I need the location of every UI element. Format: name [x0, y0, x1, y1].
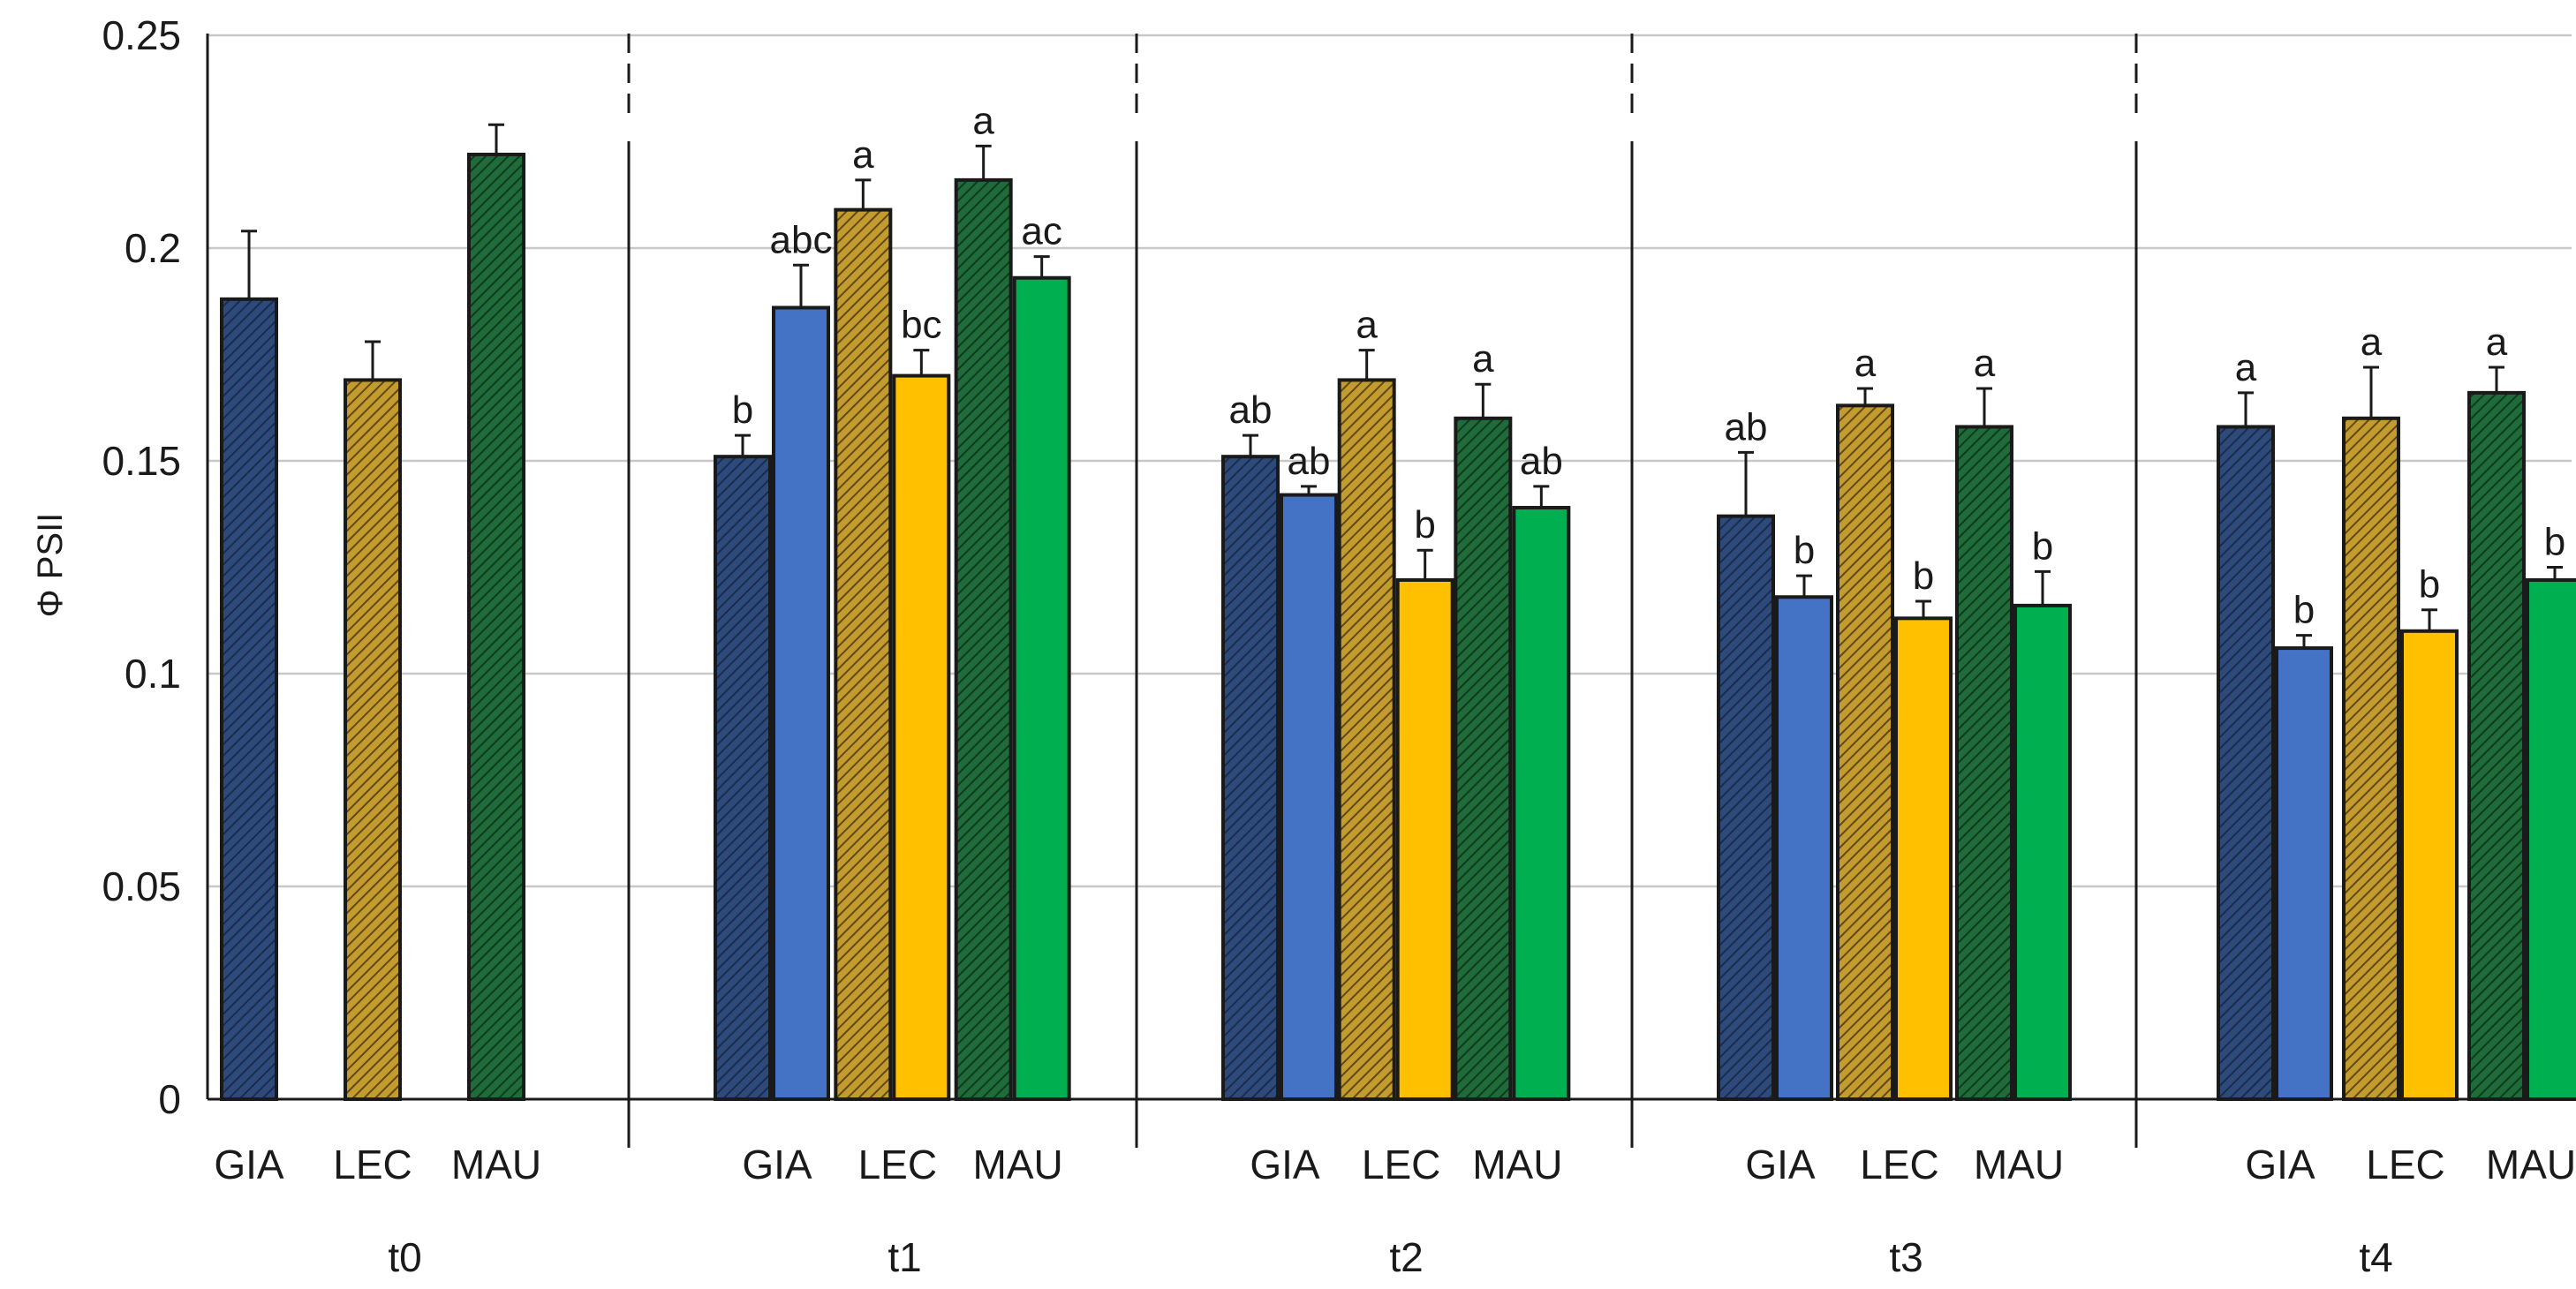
- bar-lec-solid: [892, 373, 951, 1102]
- bar-mau-hatched: [1955, 425, 2013, 1101]
- significance-label: ab: [1288, 440, 1331, 483]
- significance-label: b: [1913, 554, 1934, 598]
- bar-mau-solid: [1512, 506, 1571, 1101]
- bar-lec-solid: [1395, 577, 1454, 1101]
- significance-label: a: [2235, 346, 2257, 389]
- significance-label: ab: [1520, 440, 1563, 483]
- significance-label: a: [1974, 342, 1996, 385]
- bar-gia-hatched: [2217, 425, 2275, 1101]
- category-label: GIA: [214, 1142, 284, 1187]
- category-label: MAU: [451, 1142, 541, 1187]
- category-label: GIA: [1250, 1142, 1320, 1187]
- bar-lec-hatched: [2342, 416, 2400, 1101]
- category-label: LEC: [333, 1142, 412, 1187]
- significance-label: b: [2419, 563, 2440, 607]
- significance-label: b: [1414, 503, 1435, 547]
- category-label: LEC: [858, 1142, 937, 1187]
- bar-mau-solid: [2526, 577, 2576, 1101]
- bar-mau-hatched: [467, 152, 525, 1102]
- y-tick-label: 0.25: [102, 12, 181, 58]
- bar-mau-hatched: [954, 177, 1013, 1101]
- y-tick-label: 0.05: [102, 863, 181, 909]
- bar-lec-solid: [2400, 629, 2459, 1101]
- category-label: MAU: [2486, 1142, 2576, 1187]
- bar-mau-hatched: [2467, 390, 2526, 1101]
- group-label: t2: [1389, 1234, 1423, 1280]
- significance-label: a: [2486, 320, 2508, 364]
- significance-label: b: [2544, 521, 2565, 564]
- bar-gia-hatched: [220, 297, 278, 1101]
- significance-label: b: [1794, 529, 1815, 572]
- bar-gia-hatched: [1717, 514, 1775, 1101]
- significance-label: b: [2032, 524, 2053, 568]
- y-tick-label: 0.2: [125, 225, 181, 271]
- bar-lec-hatched: [1337, 378, 1396, 1102]
- group-label: t1: [888, 1234, 921, 1280]
- category-label: GIA: [742, 1142, 812, 1187]
- axes: [206, 34, 2572, 1101]
- significance-label: a: [972, 99, 994, 142]
- significance-label: b: [732, 388, 753, 432]
- bar-gia-hatched: [714, 455, 772, 1101]
- significance-label: bc: [901, 304, 941, 347]
- bar-gia-solid: [1280, 493, 1338, 1101]
- bar-mau-solid: [1012, 275, 1071, 1101]
- significance-label: a: [1472, 337, 1494, 381]
- significance-label: b: [2293, 589, 2315, 632]
- significance-label: a: [1356, 304, 1378, 347]
- bar-lec-hatched: [834, 207, 893, 1101]
- bar-lec-hatched: [344, 378, 402, 1102]
- bar-gia-hatched: [1221, 455, 1280, 1101]
- significance-label: ac: [1021, 210, 1061, 253]
- group-label: t3: [1889, 1234, 1923, 1280]
- bar-mau-hatched: [1454, 416, 1513, 1101]
- bar-lec-hatched: [1836, 403, 1894, 1101]
- y-tick-label: 0.1: [125, 651, 181, 697]
- significance-label: a: [2361, 320, 2383, 364]
- y-tick-label: 0: [158, 1076, 181, 1122]
- y-tick-label: 0.15: [102, 438, 181, 484]
- significance-label: a: [1855, 342, 1877, 385]
- category-label: LEC: [2366, 1142, 2444, 1187]
- significance-label: ab: [1725, 405, 1768, 449]
- category-label: MAU: [1974, 1142, 2064, 1187]
- category-label: GIA: [2245, 1142, 2315, 1187]
- bar-gia-solid: [772, 305, 830, 1102]
- significance-label: a: [852, 133, 874, 177]
- category-label: LEC: [1362, 1142, 1440, 1187]
- group-separators: [627, 34, 2138, 1148]
- category-label: MAU: [1472, 1142, 1562, 1187]
- group-label: t4: [2359, 1234, 2392, 1280]
- category-label: GIA: [1745, 1142, 1816, 1187]
- bar-gia-solid: [2275, 646, 2333, 1102]
- bar-gia-solid: [1775, 595, 1833, 1101]
- bar-lec-solid: [1894, 616, 1953, 1101]
- y-axis-label: Φ PSII: [31, 513, 70, 618]
- significance-label: abc: [770, 218, 833, 261]
- category-label: MAU: [973, 1142, 1063, 1187]
- significance-label: ab: [1229, 388, 1273, 432]
- category-label: LEC: [1860, 1142, 1938, 1187]
- bar-mau-solid: [2013, 603, 2072, 1101]
- bars: [220, 123, 2576, 1102]
- group-label: t0: [388, 1234, 421, 1280]
